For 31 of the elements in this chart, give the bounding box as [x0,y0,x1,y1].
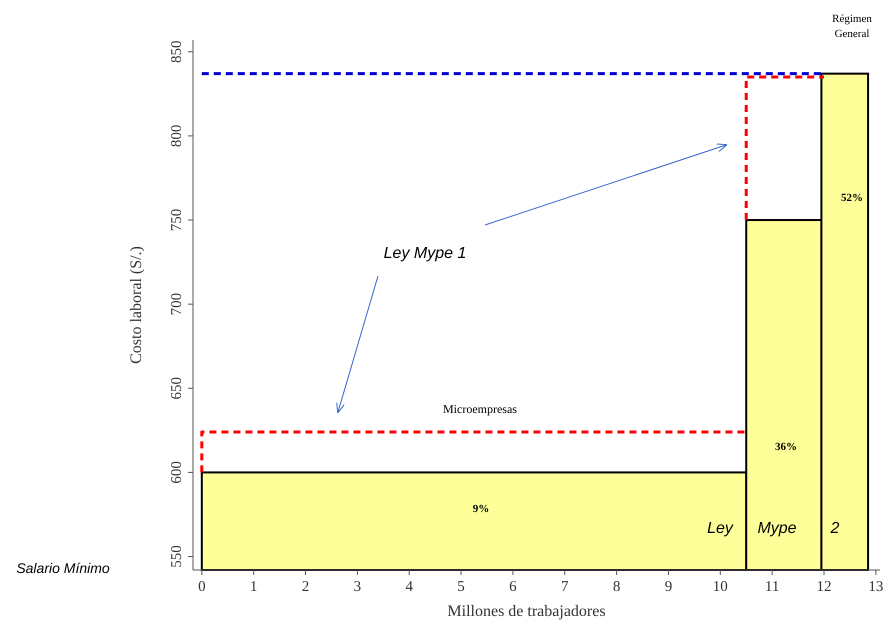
y-tick-label: 550 [169,545,185,568]
annotation: 36% [775,441,797,453]
y-tick-label: 750 [169,208,185,232]
text: Régimen General [832,13,872,40]
text: Ley Mype 2 [707,520,840,537]
x-tick-label: 12 [816,579,832,595]
x-tick-label: 11 [764,579,780,595]
y-tick-label: 850 [169,40,185,64]
x-tick-label: 8 [612,579,620,595]
annotation: Ley Mype 1 [384,245,466,262]
x-tick-label: 13 [868,579,884,595]
text: Salario Mínimo [16,560,110,576]
y-tick-label: 800 [169,124,185,148]
x-tick-label: 5 [457,579,465,595]
x-tick-label: 7 [561,579,570,595]
x-tick-label: 3 [354,579,362,595]
x-tick-label: 1 [250,579,258,595]
x-tick-label: 10 [712,579,728,595]
y-tick-label: 600 [169,461,185,484]
annotation: 52% [841,192,863,204]
x-tick-label: 4 [405,579,414,595]
y-axis-title: Costo laboral (S/.) [128,246,145,364]
x-tick-label: 6 [509,579,518,595]
y-tick-label: 650 [169,377,185,400]
x-tick-label: 2 [302,579,310,595]
x-axis-title: Millones de trabajadores [447,603,606,620]
annotation: 9% [472,503,490,515]
x-tick-label: 9 [664,579,672,595]
annotation: Microempresas [443,402,518,416]
y-tick-label: 700 [169,292,185,316]
x-tick-label: 0 [198,579,206,595]
